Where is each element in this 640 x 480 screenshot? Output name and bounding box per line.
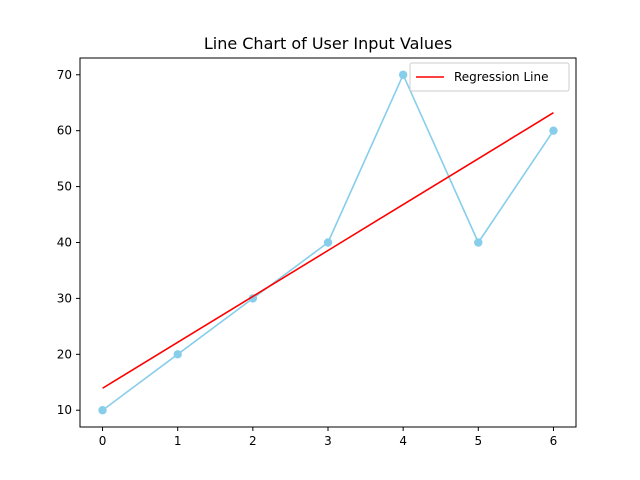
plot-area (98, 70, 558, 415)
data-point (549, 126, 558, 135)
y-tick-label: 40 (57, 236, 72, 250)
data-point (323, 238, 333, 247)
legend-regression-label: Regression Line (454, 70, 548, 84)
legend-box (409, 62, 570, 92)
x-axis: 0 1 2 3 4 5 6 (99, 427, 558, 448)
x-tick-label: 1 (174, 434, 182, 448)
y-axis: 10 20 30 40 50 60 70 (57, 68, 80, 417)
data-point (398, 70, 408, 79)
x-tick-label: 6 (550, 434, 558, 448)
y-tick-label: 10 (57, 403, 72, 417)
x-tick-label: 4 (399, 434, 407, 448)
x-tick-label: 0 (99, 434, 107, 448)
y-tick-label: 50 (57, 180, 72, 194)
chart-title: Line Chart of User Input Values (204, 34, 452, 53)
data-point (248, 294, 258, 303)
regression-line (102, 112, 554, 389)
y-tick-label: 20 (57, 347, 72, 361)
legend: Regression Line (409, 62, 570, 92)
x-tick-label: 2 (249, 434, 257, 448)
data-point (98, 406, 107, 415)
y-tick-label: 70 (57, 68, 72, 82)
y-tick-label: 60 (57, 124, 72, 138)
x-tick-label: 3 (324, 434, 332, 448)
y-tick-label: 30 (57, 291, 72, 305)
x-tick-label: 5 (474, 434, 482, 448)
data-point (173, 350, 182, 359)
data-point (474, 238, 483, 247)
